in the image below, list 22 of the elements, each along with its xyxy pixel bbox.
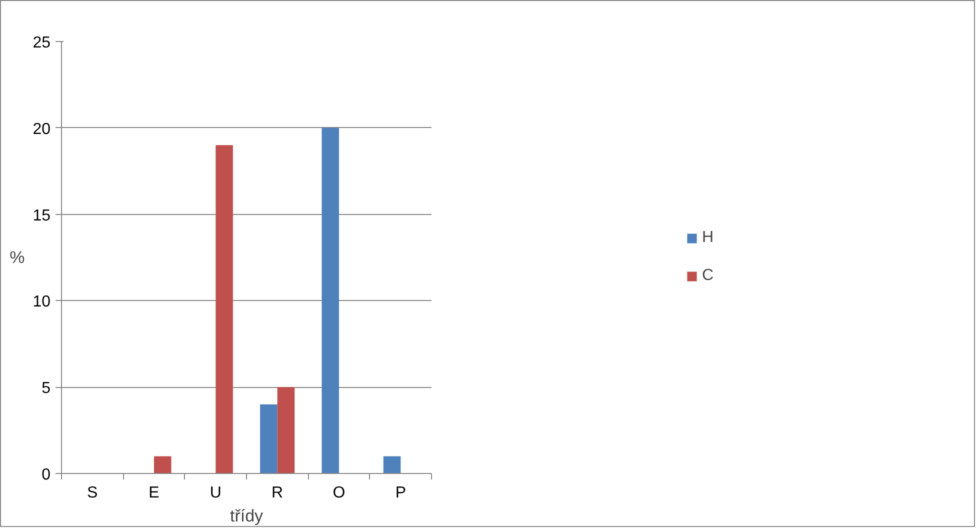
x-tick-label: U [210,484,222,502]
bar [154,456,172,474]
bar [383,456,401,474]
x-axis-title: třídy [230,506,264,526]
x-tick-label: O [332,484,346,502]
bar [277,387,295,474]
bar [322,128,339,474]
legend-label: H [702,229,715,247]
x-tick-label: E [148,484,160,502]
y-tick-label: 10 [32,294,51,311]
x-tick-label: S [86,484,98,502]
bar [216,145,233,474]
x-tick-label: R [272,484,284,502]
y-tick-label: 0 [42,466,51,484]
legend-label: C [702,267,715,285]
bar [260,404,278,474]
x-tick-label: P [395,484,406,502]
y-tick-label: 15 [32,207,51,224]
y-tick-label: 25 [32,34,51,52]
y-tick-label: 5 [42,380,51,398]
y-tick-label: 20 [32,120,51,138]
y-axis-title: % [10,248,25,267]
